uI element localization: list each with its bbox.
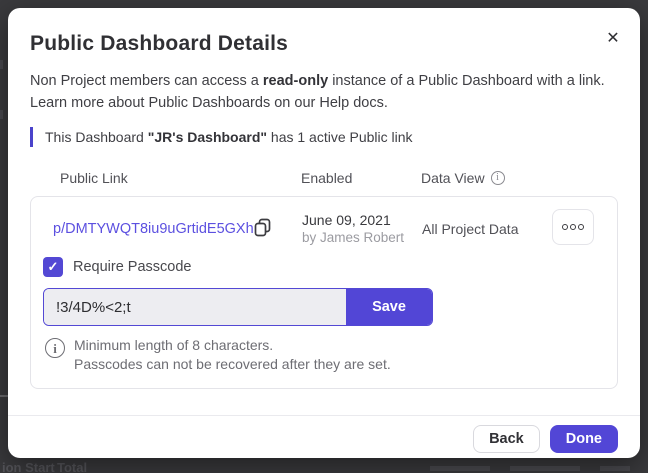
copy-icon[interactable] — [254, 218, 272, 238]
ellipsis-icon — [570, 224, 576, 230]
enabled-by: by James Robert — [302, 230, 405, 245]
background-artifact — [430, 466, 490, 471]
column-header-enabled: Enabled — [301, 170, 353, 186]
background-artifact — [600, 466, 630, 471]
info-icon[interactable]: i — [490, 171, 505, 185]
require-passcode-label: Require Passcode — [73, 259, 192, 275]
public-link-card: p/DMTYWQT8iu9uGrtidE5GXh June 09, 2021 b… — [30, 196, 618, 389]
background-artifact — [0, 395, 8, 397]
hint-line-1: Minimum length of 8 characters. — [74, 337, 274, 353]
callout-before: This Dashboard — [45, 129, 148, 145]
close-icon[interactable]: ✕ — [602, 28, 624, 50]
callout-after: has 1 active Public link — [267, 129, 413, 145]
passcode-hint: i Minimum length of 8 characters. Passco… — [45, 336, 391, 374]
intro-after: instance of a Public Dashboard with a li… — [328, 73, 605, 89]
background-artifact — [0, 60, 3, 69]
passcode-input[interactable] — [44, 289, 346, 325]
ellipsis-icon — [562, 224, 568, 230]
ellipsis-icon — [578, 224, 584, 230]
data-view-value: All Project Data — [422, 221, 519, 237]
background-artifact — [510, 466, 580, 471]
column-header-public-link: Public Link — [60, 170, 128, 186]
column-header-data-view: Data View i — [421, 170, 505, 186]
intro-line2: Learn more about Public Dashboards on ou… — [30, 95, 388, 111]
background-text-fragment: Total — [57, 460, 88, 473]
more-options-button[interactable] — [552, 209, 594, 245]
back-button[interactable]: Back — [473, 425, 540, 453]
passcode-input-group: Save — [43, 288, 433, 326]
public-link-url[interactable]: p/DMTYWQT8iu9uGrtidE5GXh — [53, 221, 254, 237]
active-link-callout: This Dashboard "JR's Dashboard" has 1 ac… — [30, 127, 618, 147]
column-header-data-view-label: Data View — [421, 170, 485, 186]
intro-text: Non Project members can access a read-on… — [30, 70, 618, 114]
hint-line-2: Passcodes can not be recovered after the… — [74, 356, 391, 372]
done-button[interactable]: Done — [549, 425, 618, 453]
intro-bold: read-only — [262, 73, 329, 89]
intro-before: Non Project members can access a — [30, 73, 263, 89]
checkbox-checked-icon[interactable]: ✓ — [43, 257, 63, 277]
callout-dashboard-name: "JR's Dashboard" — [147, 129, 268, 145]
enabled-cell: June 09, 2021 by James Robert — [302, 211, 404, 247]
background-text-fragment: ion Start — [2, 460, 55, 473]
info-icon: i — [45, 338, 65, 358]
public-dashboard-details-modal: ✕ Public Dashboard Details Non Project m… — [8, 8, 640, 458]
enabled-date: June 09, 2021 — [302, 212, 391, 228]
save-button[interactable]: Save — [346, 289, 432, 325]
modal-footer: Back Done — [8, 416, 640, 453]
require-passcode-checkbox[interactable]: ✓ Require Passcode — [43, 257, 192, 277]
background-artifact — [0, 110, 3, 119]
table-header-row: Public Link Enabled Data View i — [8, 170, 640, 186]
modal-title: Public Dashboard Details — [30, 32, 289, 55]
footer-divider — [8, 415, 640, 416]
